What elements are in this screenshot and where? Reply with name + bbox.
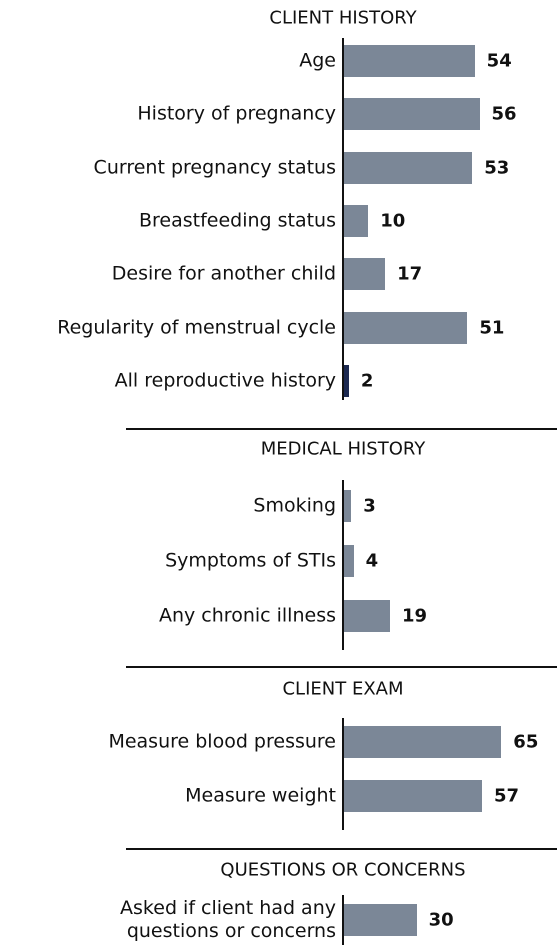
value-label: 4 [365, 550, 379, 572]
bar [344, 311, 468, 344]
section-title: MEDICAL HISTORY [260, 438, 426, 460]
bar [344, 204, 369, 237]
category-label: Age [299, 49, 336, 72]
section-title: CLIENT EXAM [282, 678, 404, 700]
bar [344, 45, 475, 77]
bar [344, 98, 480, 131]
separator [126, 428, 557, 430]
value-label: 19 [401, 605, 428, 627]
category-label: Desire for another child [111, 262, 336, 285]
value-label: 30 [428, 909, 454, 931]
value-label: 65 [513, 731, 539, 753]
value-label: 56 [491, 103, 517, 125]
category-label: Breastfeeding status [138, 209, 336, 232]
value-label: 3 [363, 495, 376, 517]
value-label: 10 [380, 210, 406, 232]
bar [344, 151, 473, 184]
axis-line [342, 718, 344, 830]
section-title: QUESTIONS OR CONCERNS [220, 859, 466, 881]
value-label: 53 [484, 157, 510, 179]
bar [344, 600, 390, 632]
axis-line [342, 480, 344, 650]
category-label: All reproductive history [114, 369, 336, 392]
separator [126, 848, 557, 850]
axis-line [342, 38, 344, 400]
bar [344, 258, 386, 291]
category-label: Asked if client had any questions or con… [120, 897, 336, 942]
category-label: Regularity of menstrual cycle [57, 316, 336, 338]
bar [344, 780, 482, 812]
separator [126, 666, 557, 668]
value-label: 51 [479, 317, 505, 338]
bar [344, 364, 349, 397]
category-label: History of pregnancy [137, 102, 336, 125]
value-label: 57 [493, 785, 519, 807]
value-label: 2 [360, 370, 374, 392]
category-label: Any chronic illness [158, 604, 336, 627]
bar [344, 904, 417, 936]
bar [344, 726, 502, 758]
category-label: Current pregnancy status [93, 156, 336, 179]
category-label: Measure blood pressure [108, 730, 336, 753]
bar [344, 490, 352, 522]
value-label: 54 [486, 50, 512, 72]
section-title: CLIENT HISTORY [269, 7, 417, 29]
bar [344, 545, 354, 577]
value-label: 17 [397, 263, 423, 285]
category-label: Measure weight [185, 784, 336, 807]
category-label: Smoking [253, 494, 336, 517]
category-label: Symptoms of STIs [165, 549, 336, 572]
axis-line [342, 895, 344, 945]
